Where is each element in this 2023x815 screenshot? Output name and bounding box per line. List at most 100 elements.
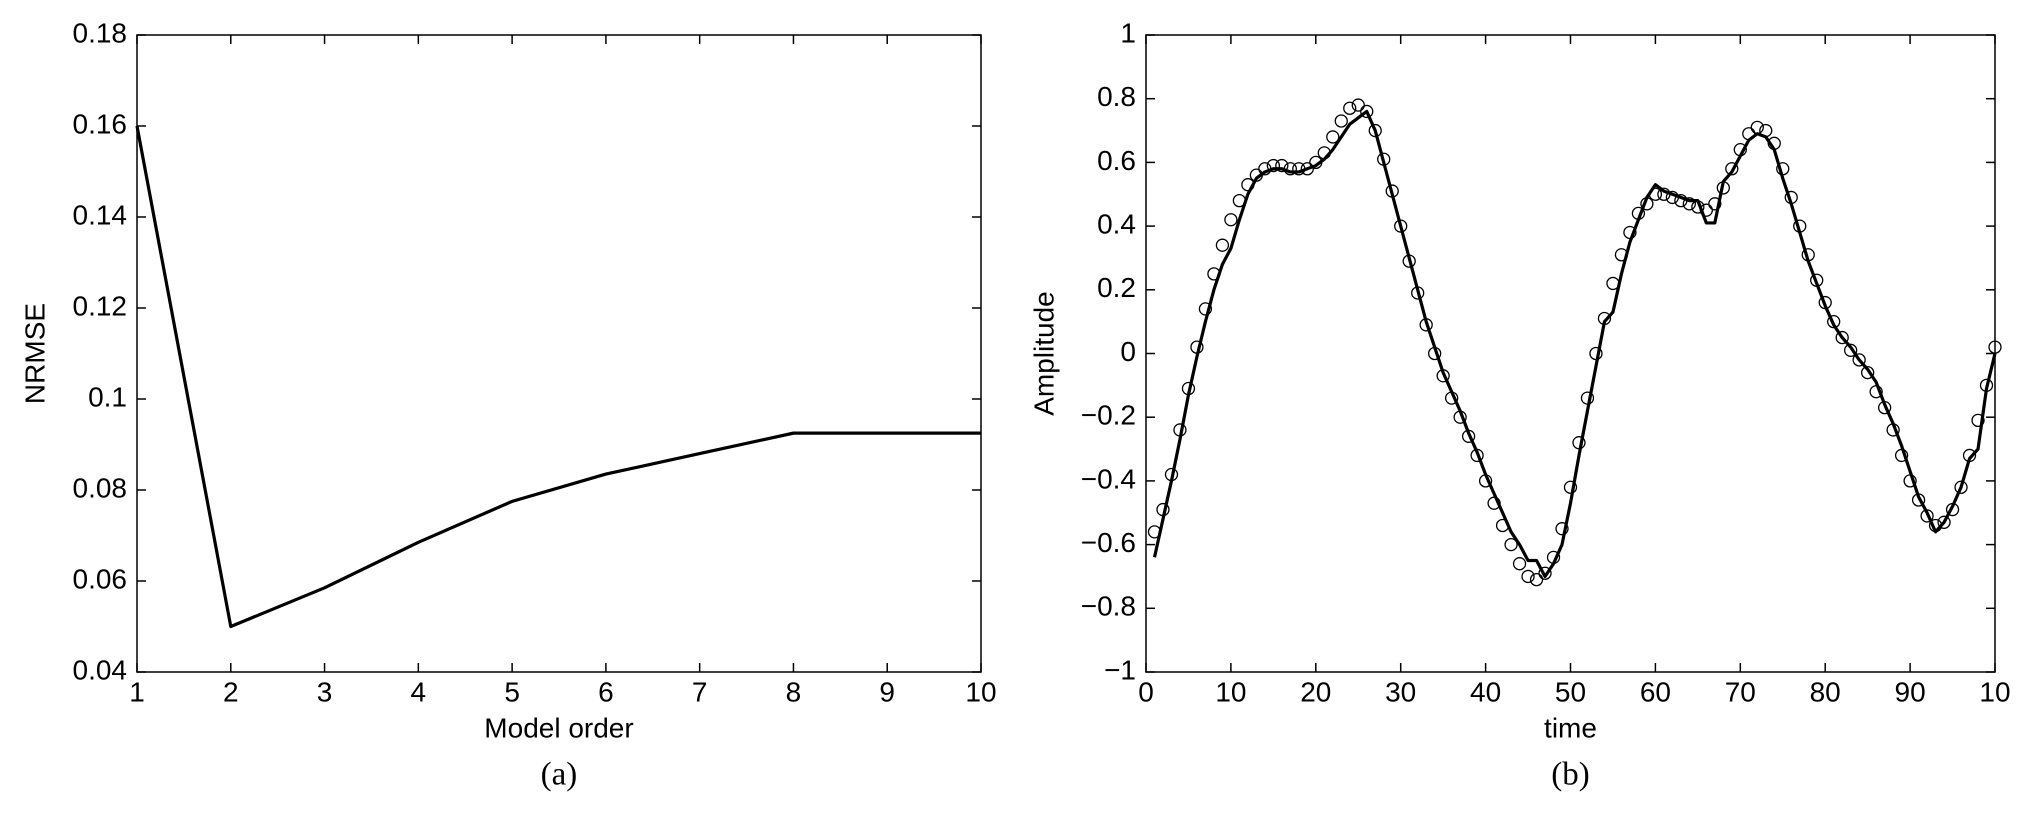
y-tick-label: 0.14 (73, 199, 128, 230)
y-tick-label: −0.8 (1081, 591, 1136, 622)
data-point (1759, 123, 1773, 138)
data-point (1877, 400, 1892, 415)
y-tick-label: 0.04 (73, 654, 128, 685)
data-point (1648, 187, 1663, 201)
y-tick-label: 0.1 (88, 381, 127, 412)
data-point (1326, 130, 1340, 144)
data-point (1886, 423, 1900, 437)
data-point (1801, 248, 1815, 262)
x-tick-label: 50 (1555, 676, 1586, 707)
data-point (1572, 436, 1586, 450)
data-point (1334, 114, 1348, 128)
x-tick-label: 0 (1138, 676, 1154, 707)
x-tick-label: 10 (1215, 676, 1246, 707)
data-point (1198, 302, 1213, 316)
data-point (1928, 518, 1943, 533)
data-point (1614, 248, 1629, 262)
data-point (1495, 518, 1510, 533)
data-point (1504, 537, 1518, 552)
data-point (1309, 155, 1323, 170)
data-point (1190, 340, 1204, 354)
x-tick-label: 6 (598, 676, 614, 707)
data-point (1351, 98, 1365, 112)
data-point (1207, 267, 1221, 281)
x-tick-label: 30 (1385, 676, 1416, 707)
data-point (1954, 480, 1968, 494)
data-point (1555, 522, 1569, 536)
data-point (1173, 423, 1187, 437)
data-point (1784, 190, 1798, 205)
data-point (1699, 203, 1713, 217)
data-point (1292, 162, 1306, 176)
series-line (135, 125, 981, 629)
y-tick-label: 0.06 (73, 563, 128, 594)
data-point (1725, 162, 1739, 176)
data-point (1317, 146, 1331, 160)
data-point (1529, 572, 1544, 587)
x-tick-label: 40 (1470, 676, 1501, 707)
x-tick-label: 20 (1300, 676, 1331, 707)
data-point (1394, 219, 1408, 233)
data-point (1988, 340, 2002, 354)
data-point (1419, 318, 1433, 332)
y-tick-label: 0.18 (73, 17, 128, 48)
y-tick-label: 0.4 (1097, 208, 1136, 239)
data-point (1708, 197, 1722, 211)
x-tick-label: 2 (223, 676, 239, 707)
data-point (1478, 474, 1493, 488)
data-point (1275, 158, 1289, 173)
data-point (1453, 410, 1467, 424)
data-point (1224, 213, 1238, 227)
data-point (1767, 136, 1781, 150)
data-point (1793, 219, 1807, 233)
data-point (1971, 413, 1985, 428)
chart: 0.04 0.06 0.08 0.1 0.12 0.14 0.16 0.18 1 2 3 4 5 6 7 8 9… (19, 17, 996, 792)
data-point (1385, 184, 1399, 198)
data-point (1827, 314, 1841, 329)
data-point (1546, 550, 1561, 564)
data-point (1844, 343, 1858, 357)
data-point (1411, 286, 1425, 300)
data-point (1377, 152, 1391, 166)
y-tick-label: 0.16 (73, 108, 128, 139)
data-point (1215, 238, 1230, 252)
data-point (1538, 566, 1552, 580)
data-point (1258, 162, 1272, 176)
x-tick-label: 7 (692, 676, 708, 707)
data-point (1750, 120, 1764, 135)
y-tick-label: 0.2 (1097, 272, 1136, 303)
data-point (1597, 311, 1612, 326)
data-point (1894, 448, 1909, 463)
x-tick-label: 3 (317, 676, 333, 707)
x-axis-label: Model order (484, 712, 633, 743)
data-point (1861, 365, 1875, 380)
y-tick-label: −1 (1104, 654, 1136, 685)
data-point (1266, 158, 1280, 173)
data-point (1810, 273, 1824, 287)
data-point (1776, 162, 1790, 176)
data-point (1156, 502, 1170, 517)
data-point (1674, 193, 1688, 208)
x-tick-label: 10 (1979, 676, 2010, 707)
data-point (1589, 346, 1603, 361)
data-point (1461, 429, 1476, 443)
x-tick-label: 10 (965, 676, 996, 707)
data-point (1742, 127, 1756, 141)
data-point (1368, 123, 1382, 138)
x-tick-label: 90 (1895, 676, 1926, 707)
data-point (1164, 467, 1179, 482)
y-axis-label: NRMSE (19, 303, 50, 404)
data-point (1623, 225, 1637, 240)
data-point (1402, 254, 1416, 268)
data-point (1640, 197, 1654, 211)
data-point (1945, 502, 1960, 517)
data-point (1283, 162, 1297, 176)
data-point (1147, 525, 1162, 539)
data-point (1911, 493, 1926, 507)
data-point (1657, 187, 1671, 201)
x-tick-label: 60 (1640, 676, 1671, 707)
x-axis-label: time (1544, 712, 1597, 743)
data-point (1512, 557, 1527, 571)
